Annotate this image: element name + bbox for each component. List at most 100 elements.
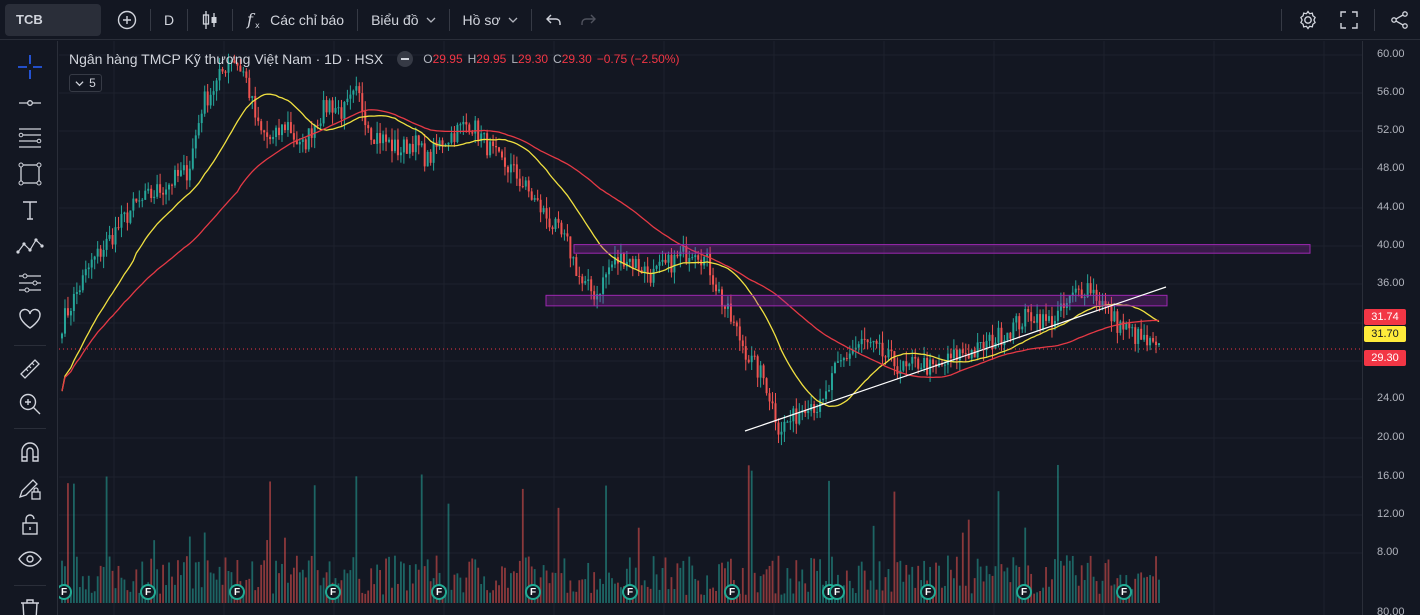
volume-bar xyxy=(191,588,194,603)
earnings-event-marker[interactable]: F xyxy=(829,584,845,600)
earnings-event-marker[interactable]: F xyxy=(1016,584,1032,600)
eye-icon xyxy=(18,551,42,567)
earnings-event-marker[interactable]: F xyxy=(431,584,447,600)
candle-body xyxy=(203,91,206,114)
chart-pane[interactable]: Ngân hàng TMCP Kỹ thương Việt Nam · 1D ·… xyxy=(59,41,1362,615)
candle-body xyxy=(917,358,920,369)
candle-body xyxy=(610,264,613,268)
volume-bar xyxy=(123,579,126,603)
volume-bar xyxy=(727,561,729,603)
earnings-event-marker[interactable]: F xyxy=(920,584,936,600)
candle-body xyxy=(911,357,914,364)
undo-button[interactable] xyxy=(537,4,571,36)
crosshair-tool[interactable] xyxy=(14,51,46,83)
candle-body xyxy=(263,130,266,133)
toolbar-divider xyxy=(14,345,46,346)
volume-bar xyxy=(593,572,596,603)
candle-body xyxy=(66,308,69,316)
volume-bar xyxy=(459,577,462,603)
earnings-event-marker[interactable]: F xyxy=(622,584,638,600)
stay-in-drawing-tool[interactable] xyxy=(14,473,46,505)
candle-body xyxy=(376,133,379,144)
volume-bar xyxy=(899,560,902,603)
trend-line-tool[interactable] xyxy=(14,87,46,119)
chart-type-dropdown[interactable]: Biểu đồ xyxy=(363,4,443,36)
candle-body xyxy=(319,123,322,126)
earnings-event-marker[interactable]: F xyxy=(525,584,541,600)
prediction-tool[interactable] xyxy=(14,267,46,299)
high-value: H29.95 xyxy=(467,52,507,66)
interval-button[interactable]: D xyxy=(164,11,175,28)
volume-bar xyxy=(1068,560,1071,603)
rectangle-tool[interactable] xyxy=(14,158,46,190)
magnet-tool[interactable] xyxy=(14,436,46,468)
volume-bar xyxy=(135,569,138,603)
resistance-zone xyxy=(545,294,1168,307)
earnings-event-marker[interactable]: F xyxy=(59,584,72,600)
volume-bar xyxy=(132,581,135,603)
volume-bar xyxy=(1077,585,1080,603)
price-axis[interactable]: 60.0056.0052.0048.0044.0040.0036.0028.00… xyxy=(1362,41,1420,615)
text-tool[interactable] xyxy=(14,194,46,226)
pattern-tool[interactable] xyxy=(14,229,46,261)
zoom-tool[interactable] xyxy=(14,388,46,420)
volume-bar xyxy=(902,581,905,603)
volume-bar xyxy=(816,570,819,603)
volume-bar xyxy=(275,560,277,603)
settings-button[interactable] xyxy=(1287,4,1329,36)
candle-body xyxy=(441,140,444,146)
volume-bar xyxy=(524,557,527,603)
candle-body xyxy=(1125,323,1128,330)
candle-body xyxy=(548,218,551,228)
lock-drawings-tool[interactable] xyxy=(14,508,46,540)
candle-body xyxy=(289,122,292,134)
earnings-event-marker[interactable]: F xyxy=(1116,584,1132,600)
profile-dropdown[interactable]: Hồ sơ xyxy=(455,4,526,36)
earnings-event-marker[interactable]: F xyxy=(229,584,245,600)
volume-bar xyxy=(182,562,185,603)
candle-body xyxy=(914,357,917,359)
candle-body xyxy=(509,164,512,173)
hide-series-button[interactable] xyxy=(397,51,414,67)
redo-button[interactable] xyxy=(571,4,605,36)
volume-bar xyxy=(1101,580,1104,603)
indicator-count: 5 xyxy=(89,76,96,90)
favorites-tool[interactable] xyxy=(14,303,46,335)
hide-drawings-tool[interactable] xyxy=(14,543,46,575)
candle-body xyxy=(756,356,759,378)
volume-bar xyxy=(869,580,872,603)
volume-bar xyxy=(477,567,480,603)
candle-body xyxy=(1116,311,1119,333)
volume-bar xyxy=(961,532,964,603)
volume-bar xyxy=(290,574,292,603)
price-chart[interactable] xyxy=(59,41,1362,615)
fib-tool[interactable] xyxy=(14,121,46,153)
share-icon xyxy=(1391,11,1408,29)
volume-bar xyxy=(257,587,260,603)
candle-body xyxy=(536,198,539,200)
compare-button[interactable] xyxy=(109,4,145,36)
volume-bar xyxy=(949,569,952,603)
fullscreen-button[interactable] xyxy=(1329,4,1369,36)
candle-body xyxy=(634,259,637,268)
volume-bar xyxy=(994,566,997,603)
measure-tool[interactable] xyxy=(14,353,46,385)
remove-drawings-tool[interactable] xyxy=(14,593,46,615)
volume-bar xyxy=(774,593,777,603)
volume-bar xyxy=(162,564,164,603)
volume-bar xyxy=(1065,555,1068,603)
candle-body xyxy=(697,255,700,260)
share-button[interactable] xyxy=(1380,4,1420,36)
symbol-search-button[interactable]: TCB xyxy=(5,3,101,36)
volume-bar xyxy=(1092,576,1095,603)
indicators-collapse-button[interactable]: 5 xyxy=(69,74,102,92)
earnings-event-marker[interactable]: F xyxy=(724,584,740,600)
earnings-event-marker[interactable]: F xyxy=(325,584,341,600)
volume-bar xyxy=(673,589,676,603)
candle-body xyxy=(723,306,726,309)
candle-body xyxy=(367,125,370,129)
volume-bar xyxy=(970,593,973,603)
candles-type-button[interactable] xyxy=(193,4,227,36)
earnings-event-marker[interactable]: F xyxy=(140,584,156,600)
